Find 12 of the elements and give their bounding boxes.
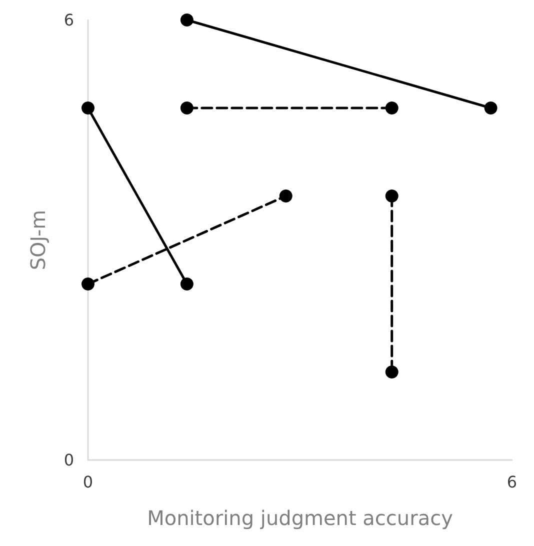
point xyxy=(180,102,194,114)
point xyxy=(180,14,194,26)
point xyxy=(82,278,94,290)
point xyxy=(484,102,498,114)
point xyxy=(82,102,94,114)
y-axis-title: SOJ-m xyxy=(26,210,50,270)
point xyxy=(385,366,398,378)
point xyxy=(180,278,194,290)
point xyxy=(279,190,292,202)
point xyxy=(385,102,398,114)
point xyxy=(385,190,398,202)
x-axis-title: Monitoring judgment accuracy xyxy=(147,506,454,530)
